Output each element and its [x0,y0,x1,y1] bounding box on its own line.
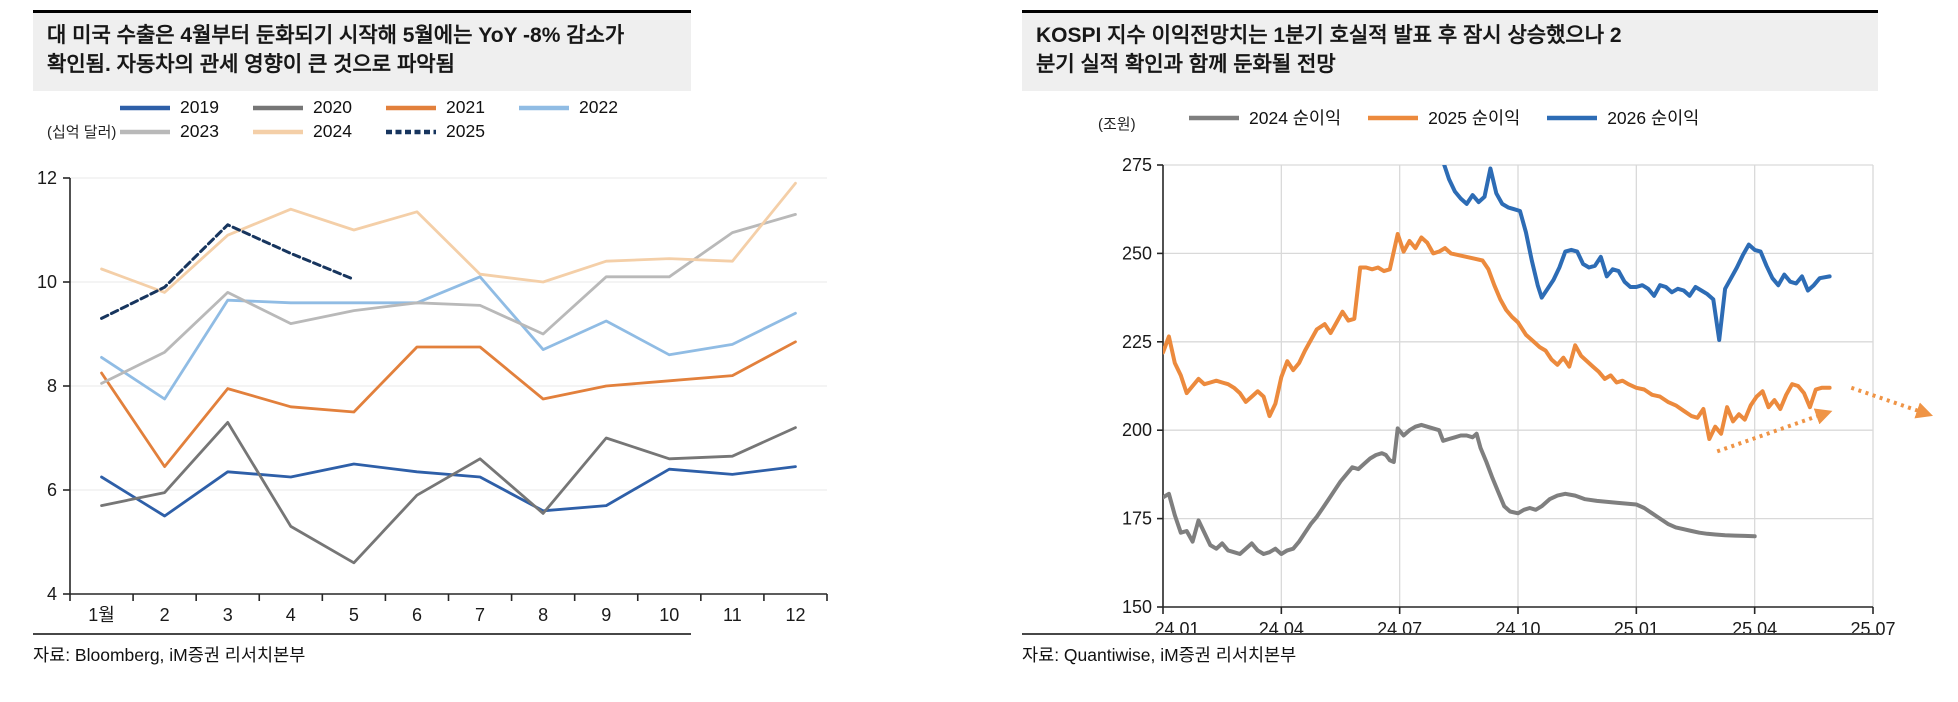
legend-label: 2025 순이익 [1428,108,1521,128]
right-chart-legend: 2024 순이익 2025 순이익 2026 순이익 [1188,105,1699,130]
legend-item-2024-순이익: 2024 순이익 [1188,105,1341,130]
left-y-tick-label: 8 [47,376,57,396]
right-series-2024-순이익 [1163,422,1757,556]
left-series-2019 [100,462,797,518]
right-y-tick-label: 225 [1122,332,1152,352]
legend-swatch-2025-순이익 [1368,115,1419,120]
left-chart-panel: (십억 달러) 2019 2020 2021 2022 2023 2024 2025 4 6 8… [33,95,833,635]
right-chart-panel: (조원) 2024 순이익 2025 순이익 2026 순이익 150 175 200 2… [1040,95,1958,639]
left-x-tick-label: 12 [785,605,805,625]
left-y-tick-label: 6 [47,480,57,500]
left-x-tick-label: 10 [659,605,679,625]
right-y-tick-label: 200 [1122,420,1152,440]
left-source-text: 자료: Bloomberg, iM증권 리서치본부 [33,645,306,665]
legend-label: 2024 순이익 [1249,108,1342,128]
legend-swatch-2022 [519,105,569,110]
left-x-tick-label: 6 [412,605,422,625]
right-title-line-1: KOSPI 지수 이익전망치는 1분기 호실적 발표 후 잠시 상승했으나 2 [1036,24,1622,47]
left-footer-rule [33,633,691,635]
left-x-tick-label: 9 [601,605,611,625]
right-y-tick-label: 275 [1122,155,1152,175]
legend-label: 2022 [579,97,618,117]
right-y-tick-label: 175 [1122,509,1152,529]
right-title-line-2: 분기 실적 확인과 함께 둔화될 전망 [1036,52,1336,76]
legend-item-2026-순이익: 2026 순이익 [1546,105,1699,130]
legend-swatch-2024-순이익 [1189,115,1239,120]
left-axis-unit-label: (십억 달러) [47,124,117,141]
left-x-tick-label: 5 [349,605,359,625]
legend-item-2021: 2021 [385,97,518,118]
left-x-tick-label: 2 [160,605,170,625]
legend-item-2025-순이익: 2025 순이익 [1367,105,1520,130]
forecast-arrow-down-icon [1850,385,1933,419]
left-series-2024 [100,181,797,294]
left-title-line-2: 확인됨. 자동차의 관세 영향이 큰 것으로 파악됨 [47,52,455,76]
legend-item-2025: 2025 [385,121,518,142]
left-chart-legend: 2019 2020 2021 2022 2023 2024 2025 [119,97,659,142]
left-y-tick-label: 4 [47,584,57,604]
left-line-chart: 4 6 8 10 12 1월 2 3 4 5 6 7 8 9 10 11 12 [37,168,828,625]
legend-swatch-2019 [120,105,170,110]
legend-swatch-2020 [253,105,303,110]
legend-item-2023: 2023 [119,121,252,142]
legend-item-2024: 2024 [252,121,385,142]
legend-item-2019: 2019 [119,97,252,118]
legend-label: 2025 [446,121,485,141]
left-y-tick-label: 10 [37,272,57,292]
left-y-tick-label: 12 [37,168,57,188]
legend-swatch-2026-순이익 [1547,115,1598,120]
left-series-2023 [100,213,797,385]
left-x-tick-label: 7 [475,605,485,625]
left-x-tick-label: 1월 [88,605,115,625]
right-y-tick-label: 250 [1122,243,1152,263]
legend-swatch-2023 [120,129,170,134]
left-x-tick-label: 8 [538,605,548,625]
right-series-2026-순이익 [1442,165,1832,342]
legend-swatch-2021 [386,105,436,110]
legend-label: 2021 [446,97,485,117]
legend-label: 2019 [180,97,219,117]
left-series-2021 [100,340,797,469]
right-axis-unit-label: (조원) [1098,116,1136,133]
right-y-tick-label: 150 [1122,597,1152,617]
left-x-tick-label: 4 [286,605,296,625]
legend-swatch-2025 [386,129,436,134]
right-panel-title: KOSPI 지수 이익전망치는 1분기 호실적 발표 후 잠시 상승했으나 2 … [1022,10,1878,92]
legend-label: 2024 [313,121,352,141]
right-source-text: 자료: Quantiwise, iM증권 리서치본부 [1022,645,1297,665]
forecast-arrow-up-icon [1716,408,1833,454]
legend-label: 2026 순이익 [1607,108,1700,128]
left-x-tick-label: 11 [723,605,742,625]
legend-label: 2020 [313,97,352,117]
right-footer-rule [1022,633,1878,635]
left-panel-title: 대 미국 수출은 4월부터 둔화되기 시작해 5월에는 YoY -8% 감소가 … [33,10,691,92]
legend-swatch-2024 [253,129,303,134]
legend-label: 2023 [180,121,219,141]
left-series-2022 [100,275,797,401]
right-series-2025-순이익 [1163,232,1832,441]
left-series-2020 [100,420,797,565]
left-title-line-1: 대 미국 수출은 4월부터 둔화되기 시작해 5월에는 YoY -8% 감소가 [47,24,625,47]
legend-item-2022: 2022 [518,97,651,118]
left-x-tick-label: 3 [223,605,233,625]
left-series-2025 [100,223,356,320]
legend-item-2020: 2020 [252,97,385,118]
